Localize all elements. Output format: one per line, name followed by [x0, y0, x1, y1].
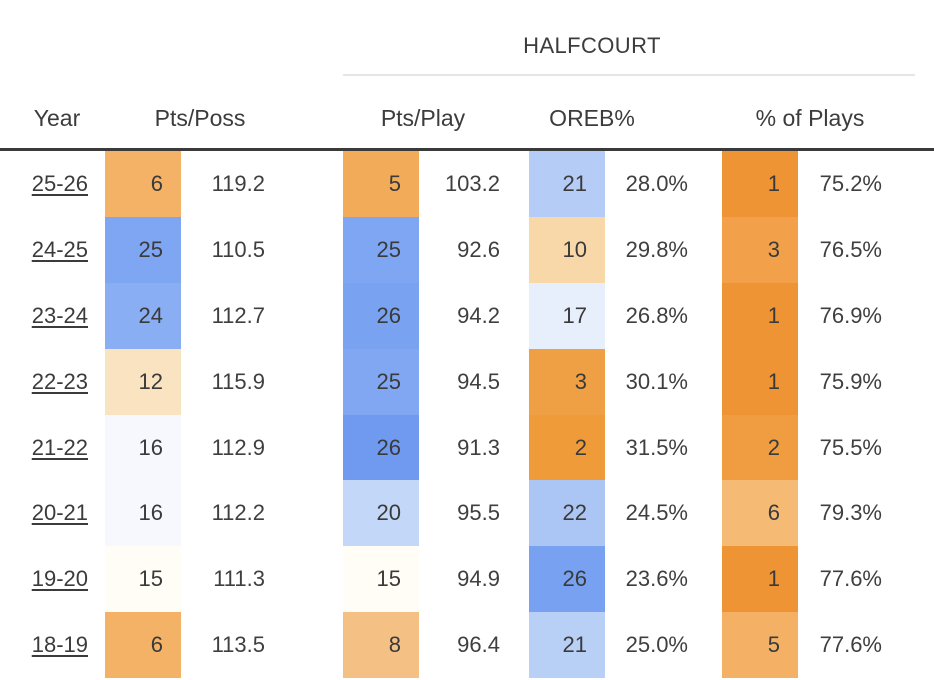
year-link[interactable]: 25-26 — [31, 170, 88, 196]
year-cell: 24-25 — [0, 217, 105, 283]
rank-cell: 1 — [722, 348, 798, 415]
value-cell: 30.1% — [625, 368, 688, 394]
year-link[interactable]: 18-19 — [31, 632, 88, 658]
value-cell: 77.6% — [819, 566, 882, 592]
table-row: 24-25 25 110.5 25 92.6 10 29.8% 3 76.5% — [0, 216, 934, 283]
year-cell: 22-23 — [0, 349, 105, 415]
rank-cell: 21 — [529, 151, 605, 217]
table-row: 21-22 16 112.9 26 91.3 2 31.5% 2 75.5% — [0, 414, 934, 481]
rank-cell: 5 — [343, 151, 419, 217]
rank-cell: 6 — [722, 480, 798, 547]
value-cell: 28.0% — [625, 170, 688, 196]
value-cell: 94.2 — [457, 302, 500, 328]
year-cell: 23-24 — [0, 283, 105, 349]
rank-cell: 21 — [529, 612, 605, 679]
value-cell: 112.7 — [211, 302, 265, 328]
rank-cell: 12 — [105, 348, 181, 415]
value-cell: 94.9 — [457, 566, 500, 592]
rank-cell: 25 — [105, 216, 181, 283]
rank-cell: 3 — [722, 216, 798, 283]
value-cell: 76.9% — [819, 302, 882, 328]
value-cell: 113.5 — [211, 632, 265, 658]
rank-cell: 25 — [343, 216, 419, 283]
rank-cell: 20 — [343, 480, 419, 547]
column-header-oreb-pct: OREB% — [549, 105, 635, 131]
value-cell: 115.9 — [211, 368, 265, 394]
value-cell: 94.5 — [457, 368, 500, 394]
value-cell: 119.2 — [211, 170, 265, 196]
halfcourt-group-divider — [343, 74, 915, 76]
rank-cell: 10 — [529, 216, 605, 283]
value-cell: 79.3% — [819, 500, 882, 526]
rank-cell: 6 — [105, 151, 181, 217]
value-cell: 92.6 — [457, 236, 500, 262]
year-link[interactable]: 19-20 — [31, 566, 88, 592]
table-row: 22-23 12 115.9 25 94.5 3 30.1% 1 75.9% — [0, 348, 934, 415]
value-cell: 75.2% — [819, 170, 882, 196]
table-row: 23-24 24 112.7 26 94.2 17 26.8% 1 76.9% — [0, 282, 934, 349]
value-cell: 96.4 — [457, 632, 500, 658]
value-cell: 23.6% — [625, 566, 688, 592]
rank-cell: 15 — [105, 546, 181, 613]
value-cell: 76.5% — [819, 236, 882, 262]
value-cell: 75.9% — [819, 368, 882, 394]
value-cell: 91.3 — [457, 434, 500, 460]
year-cell: 21-22 — [0, 415, 105, 481]
value-cell: 112.2 — [211, 500, 265, 526]
rank-cell: 1 — [722, 546, 798, 613]
year-cell: 20-21 — [0, 480, 105, 546]
year-cell: 19-20 — [0, 546, 105, 612]
rank-cell: 3 — [529, 348, 605, 415]
value-cell: 26.8% — [625, 302, 688, 328]
value-cell: 24.5% — [625, 500, 688, 526]
value-cell: 112.9 — [211, 434, 265, 460]
rank-cell: 22 — [529, 480, 605, 547]
column-header-year: Year — [33, 105, 81, 131]
header-divider — [0, 148, 934, 151]
table-body: 25-26 6 119.2 5 103.2 21 28.0% 1 75.2% 24-25 25 110… — [0, 151, 934, 679]
value-cell: 110.5 — [211, 236, 265, 262]
value-cell: 111.3 — [213, 566, 265, 592]
rank-cell: 8 — [343, 612, 419, 679]
table-row: 25-26 6 119.2 5 103.2 21 28.0% 1 75.2% — [0, 151, 934, 217]
value-cell: 75.5% — [819, 434, 882, 460]
year-link[interactable]: 22-23 — [31, 368, 88, 394]
rank-cell: 16 — [105, 480, 181, 547]
rank-cell: 5 — [722, 612, 798, 679]
table-row: 19-20 15 111.3 15 94.9 26 23.6% 1 77.6% — [0, 546, 934, 613]
value-cell: 103.2 — [444, 170, 500, 196]
rank-cell: 1 — [722, 282, 798, 349]
rank-cell: 6 — [105, 612, 181, 679]
rank-cell: 26 — [343, 414, 419, 481]
year-link[interactable]: 20-21 — [31, 500, 88, 526]
rank-cell: 2 — [529, 414, 605, 481]
value-cell: 95.5 — [457, 500, 500, 526]
rank-cell: 17 — [529, 282, 605, 349]
year-link[interactable]: 23-24 — [31, 302, 88, 328]
year-link[interactable]: 24-25 — [31, 236, 88, 262]
rank-cell: 25 — [343, 348, 419, 415]
group-header-halfcourt: HALFCOURT — [523, 33, 661, 58]
value-cell: 25.0% — [625, 632, 688, 658]
column-header-pct-of-plays: % of Plays — [755, 105, 865, 131]
rank-cell: 2 — [722, 414, 798, 481]
rank-cell: 1 — [722, 151, 798, 217]
rank-cell: 24 — [105, 282, 181, 349]
rank-cell: 26 — [343, 282, 419, 349]
value-cell: 77.6% — [819, 632, 882, 658]
table-row: 20-21 16 112.2 20 95.5 22 24.5% 6 79.3% — [0, 480, 934, 547]
rank-cell: 16 — [105, 414, 181, 481]
column-header-pts-play: Pts/Play — [380, 105, 466, 131]
column-header-pts-poss: Pts/Poss — [154, 105, 246, 131]
year-cell: 25-26 — [0, 151, 105, 217]
table-row: 18-19 6 113.5 8 96.4 21 25.0% 5 77.6% — [0, 612, 934, 679]
rank-cell: 15 — [343, 546, 419, 613]
value-cell: 31.5% — [625, 434, 688, 460]
year-link[interactable]: 21-22 — [31, 434, 88, 460]
year-cell: 18-19 — [0, 612, 105, 678]
rank-cell: 26 — [529, 546, 605, 613]
value-cell: 29.8% — [625, 236, 688, 262]
